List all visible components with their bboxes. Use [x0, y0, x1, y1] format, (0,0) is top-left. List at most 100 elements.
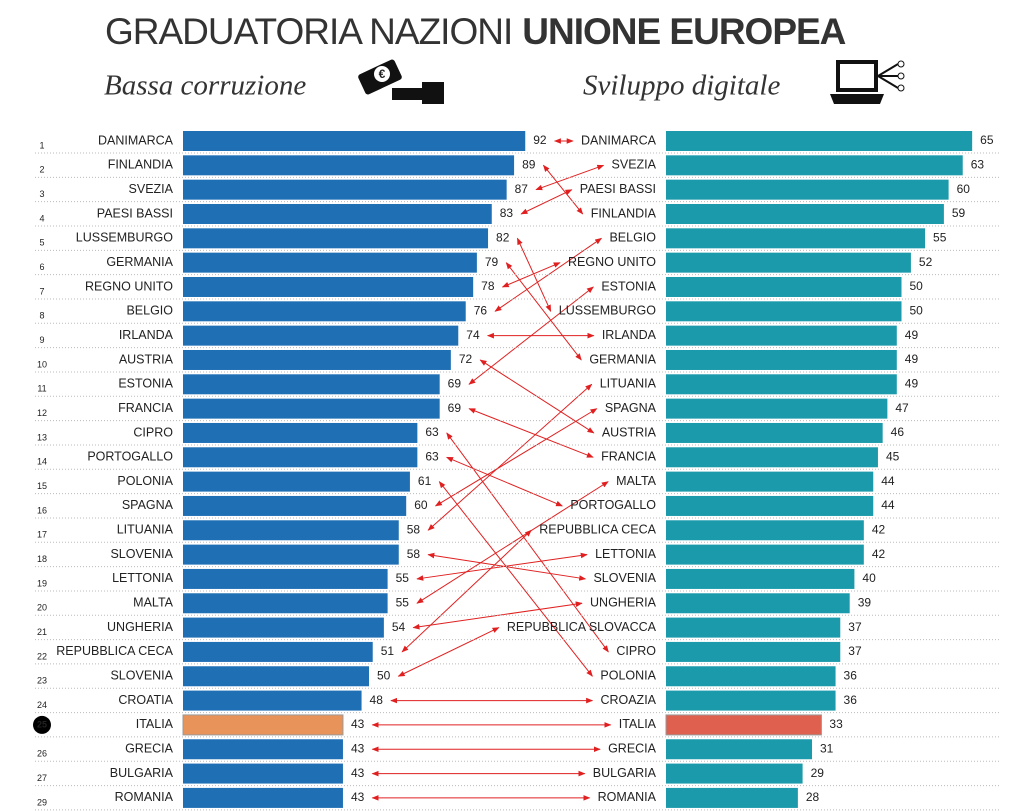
bar: [666, 349, 897, 370]
bar: [182, 714, 344, 736]
value-label: 37: [848, 620, 862, 634]
value-label: 43: [351, 790, 365, 804]
value-label: 82: [496, 230, 510, 244]
category-label: ROMANIA: [598, 790, 657, 804]
bar: [183, 228, 489, 249]
category-label: REPUBBLICA SLOVACCA: [507, 620, 657, 634]
value-label: 45: [886, 449, 900, 463]
bar: [666, 495, 874, 516]
category-label: PORTOGALLO: [570, 498, 656, 512]
svg-text:€: €: [379, 67, 386, 81]
rank: 22: [37, 651, 47, 661]
value-label: 51: [381, 644, 395, 658]
rank: 13: [37, 432, 47, 442]
value-label: 47: [895, 401, 909, 415]
rank: 23: [37, 676, 47, 686]
value-label: 63: [971, 158, 985, 172]
value-label: 69: [448, 376, 462, 390]
category-label: SPAGNA: [122, 498, 174, 512]
category-label: REPUBBLICA CECA: [56, 644, 173, 658]
category-label: LUSSEMBURGO: [76, 231, 174, 245]
rank: 6: [39, 262, 44, 272]
value-label: 65: [980, 133, 994, 147]
bar: [183, 641, 373, 662]
rank: 17: [37, 530, 47, 540]
category-label: MALTA: [133, 596, 173, 610]
value-label: 42: [872, 547, 886, 561]
value-label: 36: [844, 668, 858, 682]
value-label: 43: [351, 766, 365, 780]
category-label: IRLANDA: [119, 328, 174, 342]
bar: [183, 447, 418, 468]
value-label: 49: [905, 328, 919, 342]
category-label: REGNO UNITO: [568, 255, 656, 269]
category-label: REPUBBLICA CECA: [539, 523, 656, 537]
bar: [183, 568, 388, 589]
rank: 11: [37, 384, 46, 394]
bar: [183, 276, 474, 297]
rank: 18: [37, 554, 47, 564]
category-label: LETTONIA: [595, 547, 657, 561]
rank: 15: [37, 481, 47, 491]
category-label: FRANCIA: [601, 450, 657, 464]
bar: [183, 203, 492, 224]
bar: [183, 325, 459, 346]
category-label: BELGIO: [126, 304, 173, 318]
value-label: 61: [418, 474, 432, 488]
subtitle-right: Sviluppo digitale: [583, 70, 780, 102]
category-label: SLOVENIA: [110, 669, 173, 683]
bar: [183, 179, 507, 200]
value-label: 58: [407, 522, 421, 536]
bar: [666, 131, 973, 151]
category-label: GERMANIA: [589, 352, 656, 366]
category-label: DANIMARCA: [98, 133, 174, 147]
value-label: 50: [910, 303, 924, 317]
category-label: ROMANIA: [115, 790, 174, 804]
bar: [183, 690, 362, 711]
category-label: IRLANDA: [602, 328, 657, 342]
bar: [666, 568, 855, 589]
bar: [183, 349, 451, 370]
bar: [666, 447, 878, 468]
rank: 5: [39, 238, 44, 248]
rank: 10: [37, 359, 47, 369]
value-label: 78: [481, 279, 495, 293]
bar: [183, 739, 343, 760]
bar: [183, 617, 384, 638]
rank-badge: [33, 715, 51, 734]
category-label: CROAZIA: [600, 693, 656, 707]
value-label: 37: [848, 644, 862, 658]
category-label: GERMANIA: [106, 255, 173, 269]
rank: 21: [37, 627, 47, 637]
money-icon: €: [358, 59, 444, 104]
arrow: [468, 286, 594, 385]
value-label: 28: [806, 790, 820, 804]
rank: 3: [39, 189, 44, 199]
category-label: ITALIA: [136, 717, 174, 731]
value-label: 50: [910, 279, 924, 293]
arrow: [434, 408, 598, 507]
value-label: 76: [474, 303, 488, 317]
bar: [666, 252, 911, 273]
category-label: UNGHERIA: [107, 620, 174, 634]
bar: [183, 374, 440, 395]
value-label: 43: [351, 741, 365, 755]
category-label: MALTA: [616, 474, 656, 488]
bar: [183, 544, 399, 565]
bar: [666, 155, 963, 176]
category-label: FINLANDIA: [108, 158, 174, 172]
value-label: 44: [881, 498, 895, 512]
bar: [666, 398, 888, 419]
bar: [666, 228, 926, 249]
bar: [183, 593, 388, 614]
value-label: 29: [811, 766, 825, 780]
rank: 2: [39, 165, 44, 175]
value-label: 89: [522, 158, 536, 172]
category-label: PORTOGALLO: [87, 450, 173, 464]
rank: 27: [37, 773, 47, 783]
bar: [666, 276, 902, 297]
value-label: 69: [448, 401, 462, 415]
category-label: SPAGNA: [605, 401, 657, 415]
bar: [666, 787, 798, 808]
bar: [183, 787, 343, 808]
